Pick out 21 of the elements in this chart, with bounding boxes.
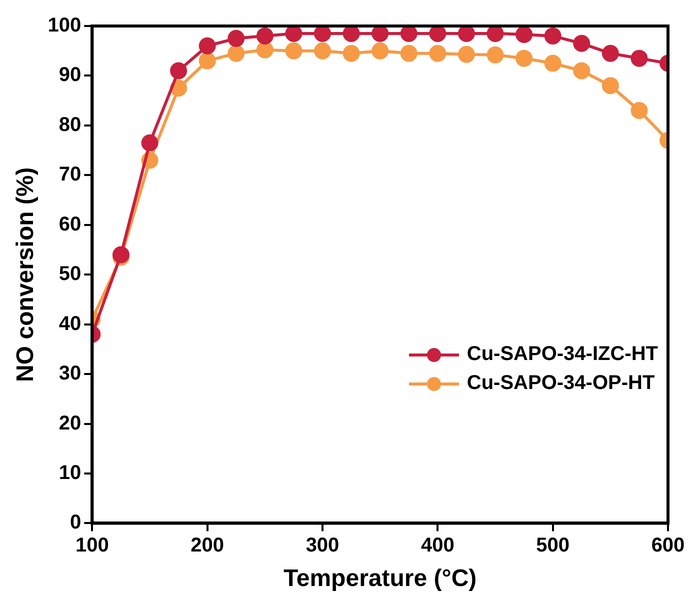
y-tick-label: 10 [58,462,82,484]
y-tick-label: 30 [58,362,82,385]
legend-label: Cu-SAPO-34-IZC-HT [466,343,658,366]
y-tick-label: 0 [70,512,82,534]
x-tick-label: 400 [420,534,454,557]
x-axis-title: Temperature (°C) [283,565,477,592]
y-tick-label: 20 [58,412,82,434]
x-tick-label: 100 [75,534,109,557]
y-tick-label: 40 [58,312,82,335]
x-tick-label: 300 [306,534,340,557]
y-tick-label: 90 [58,64,82,86]
y-tick-label: 80 [58,114,82,136]
y-tick-label: 60 [58,213,82,236]
y-tick-label: 50 [58,263,82,286]
y-axis-title: NO conversion (%) [12,167,40,382]
legend-label: Cu-SAPO-34-OP-HT [466,372,655,395]
y-tick-label: 70 [58,164,82,186]
x-tick-label: 600 [651,534,685,557]
x-tick-label: 500 [536,534,570,557]
y-tick-label: 100 [48,14,82,37]
x-tick-label: 200 [190,534,224,557]
